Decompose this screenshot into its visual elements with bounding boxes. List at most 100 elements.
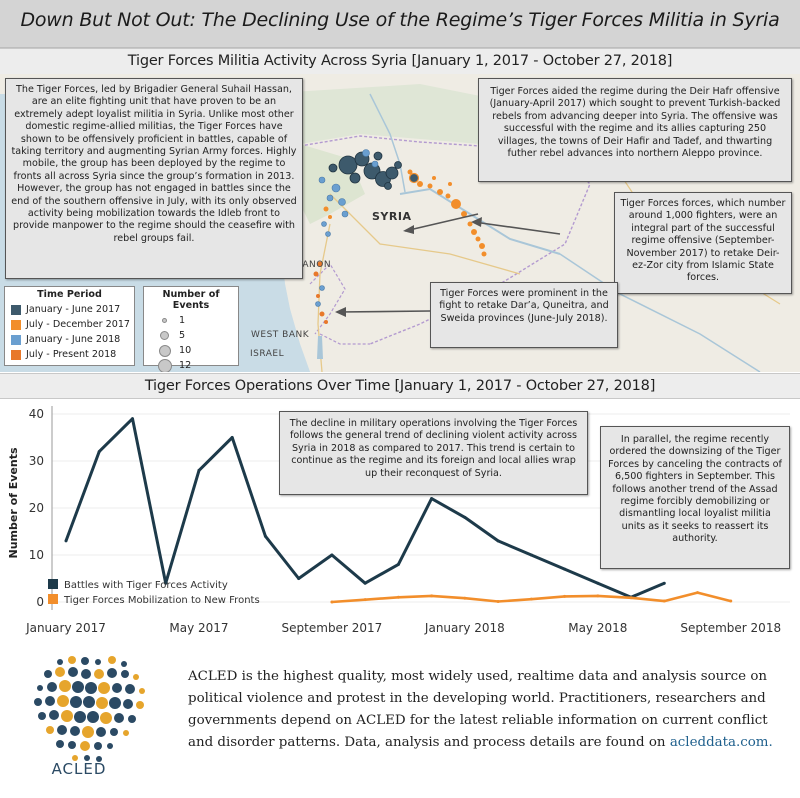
legend-item: 5 — [144, 328, 238, 343]
legend-label: Battles with Tiger Forces Activity — [64, 580, 228, 591]
banner: Down But Not Out: The Declining Use of t… — [0, 0, 800, 48]
callout-deir-hafr: Tiger Forces aided the regime during the… — [478, 78, 792, 182]
data-point[interactable] — [330, 553, 334, 557]
events-jul-dec-2017 — [323, 169, 487, 257]
y-tick-label: 30 — [29, 454, 44, 468]
size-circle — [160, 331, 169, 340]
x-tick-label: January 2018 — [424, 621, 505, 635]
size-circle — [158, 358, 172, 372]
data-point[interactable] — [130, 417, 134, 421]
callout-decline: The decline in military operations invol… — [279, 411, 588, 495]
data-point[interactable] — [662, 581, 666, 585]
data-point[interactable] — [496, 539, 500, 543]
events-jan-jun-2018 — [315, 149, 379, 307]
map-label-lebanon: LEBANON — [284, 260, 332, 270]
data-point[interactable] — [197, 468, 201, 472]
map-label-israel: ISRAEL — [250, 349, 285, 359]
legend-swatch — [48, 579, 58, 589]
data-point[interactable] — [563, 594, 567, 598]
data-point[interactable] — [463, 515, 467, 519]
acled-globe-logo — [34, 656, 145, 762]
y-tick-label: 20 — [29, 501, 44, 515]
number-of-events-legend: Number of Events 1 5 10 12 — [143, 286, 239, 372]
ops-section-title: Tiger Forces Operations Over Time [Janua… — [0, 373, 800, 399]
legend-label: 5 — [179, 330, 186, 341]
data-point[interactable] — [662, 599, 666, 603]
data-point[interactable] — [396, 595, 400, 599]
data-point[interactable] — [363, 581, 367, 585]
banner-title: Down But Not Out: The Declining Use of t… — [20, 9, 780, 31]
data-point[interactable] — [396, 562, 400, 566]
legend-label: 12 — [179, 360, 192, 371]
legend-item[interactable]: January - June 2017 — [5, 302, 134, 317]
map-label-west-bank: WEST BANK — [251, 330, 310, 340]
data-point[interactable] — [463, 596, 467, 600]
arrow-south — [337, 310, 431, 313]
data-point[interactable] — [230, 436, 234, 439]
data-point[interactable] — [297, 577, 301, 580]
acled-description: ACLED is the highest quality, most widel… — [188, 666, 788, 754]
size-circle — [162, 318, 167, 323]
x-tick-label: September 2018 — [680, 621, 781, 635]
legend-item[interactable]: July - December 2017 — [5, 317, 134, 332]
data-point[interactable] — [164, 581, 168, 585]
number-of-events-legend-title: Number of Events — [162, 289, 220, 311]
acled-description-text: ACLED is the highest quality, most widel… — [188, 669, 768, 750]
ops-chart-area: 0 10 20 30 40 January 2017 May 2017 September … — [0, 398, 800, 638]
x-tick-label: May 2018 — [568, 621, 627, 635]
arrow-deir-ez-zor — [473, 221, 561, 235]
data-point[interactable] — [529, 553, 533, 557]
legend-label: Tiger Forces Mobilization to New Fronts — [63, 595, 260, 606]
data-point[interactable] — [330, 600, 334, 604]
data-point[interactable] — [529, 597, 533, 601]
events-jan-jun-2017 — [328, 151, 420, 190]
legend-swatch — [11, 304, 21, 315]
syria-map[interactable]: SYRIA LEBANON WEST BANK ISRAEL The Tiger… — [0, 74, 800, 372]
data-point[interactable] — [596, 581, 600, 585]
data-point[interactable] — [496, 600, 500, 604]
legend-swatch — [48, 594, 58, 604]
acled-footer: ACLED ACLED is the highest quality, most… — [0, 638, 800, 798]
data-point[interactable] — [430, 497, 434, 501]
legend-item[interactable]: July - Present 2018 — [5, 347, 134, 362]
callout-parallel: In parallel, the regime recently ordered… — [600, 426, 790, 569]
arrow-deir-hafr — [404, 213, 479, 232]
data-point[interactable] — [263, 534, 267, 538]
legend-item: 12 — [144, 358, 238, 372]
legend-label: July - December 2017 — [26, 319, 131, 330]
x-tick-label: May 2017 — [169, 621, 228, 635]
size-circle — [159, 344, 171, 357]
legend-swatch — [11, 334, 21, 345]
data-point[interactable] — [97, 450, 101, 454]
x-tick-label: September 2017 — [282, 621, 383, 635]
acled-brand-name: ACLED — [51, 760, 107, 778]
legend-label: 1 — [179, 315, 186, 326]
y-tick-label: 40 — [29, 407, 44, 421]
events-jul-present-2018 — [313, 261, 328, 324]
map-label-syria: SYRIA — [372, 210, 412, 223]
legend-item: 1 — [144, 313, 238, 328]
data-point[interactable] — [64, 539, 68, 543]
y-axis-label: Number of Events — [7, 447, 20, 558]
data-point[interactable] — [729, 599, 733, 603]
data-point[interactable] — [430, 594, 434, 598]
time-period-legend-title: Time Period — [37, 289, 102, 300]
data-point[interactable] — [363, 598, 367, 602]
legend-label: January - June 2018 — [26, 334, 121, 345]
legend-swatch — [11, 349, 21, 360]
y-tick-label: 10 — [29, 548, 44, 562]
callout-south: Tiger Forces were prominent in the fight… — [430, 282, 618, 348]
data-point[interactable] — [696, 591, 700, 595]
data-point[interactable] — [596, 594, 600, 598]
data-point[interactable] — [629, 596, 633, 600]
acled-link[interactable]: acleddata.com. — [669, 735, 773, 750]
time-period-legend: Time Period January - June 2017 July - D… — [4, 286, 135, 366]
legend-label: July - Present 2018 — [26, 349, 117, 360]
legend-label: January - June 2017 — [26, 304, 121, 315]
legend-swatch — [11, 319, 21, 330]
data-point[interactable] — [563, 567, 567, 571]
y-tick-label: 0 — [36, 595, 44, 609]
legend-item: 10 — [144, 343, 238, 358]
legend-item[interactable]: January - June 2018 — [5, 332, 134, 347]
